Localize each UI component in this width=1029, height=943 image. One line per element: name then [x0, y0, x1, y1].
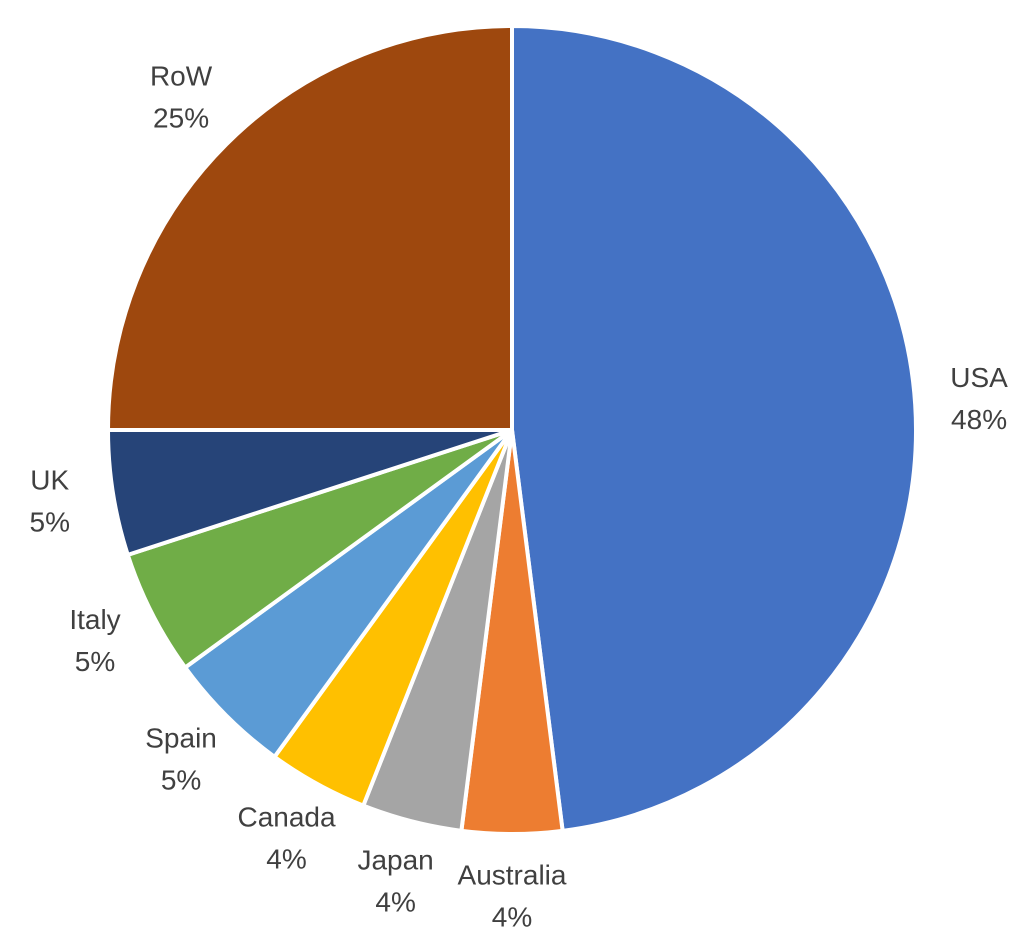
slice-value-label: 5% — [161, 764, 201, 795]
pie-slice — [510, 24, 918, 833]
slice-value-label: 5% — [75, 646, 115, 677]
slice-category-label: Canada — [237, 802, 336, 833]
slice-category-label: Australia — [458, 859, 567, 890]
slice-value-label: 48% — [951, 404, 1007, 435]
pie-slice — [106, 24, 514, 432]
slice-value-label: 4% — [492, 901, 532, 932]
slice-value-label: 4% — [375, 887, 415, 918]
slice-value-label: 5% — [30, 507, 70, 538]
slice-category-label: Japan — [357, 845, 433, 876]
slice-category-label: Spain — [145, 722, 217, 753]
slice-value-label: 25% — [153, 102, 209, 133]
slice-category-label: USA — [950, 362, 1008, 393]
slice-category-label: UK — [30, 465, 69, 496]
slice-category-label: Italy — [69, 604, 120, 635]
slice-value-label: 4% — [266, 844, 306, 875]
slice-category-label: RoW — [150, 60, 213, 91]
